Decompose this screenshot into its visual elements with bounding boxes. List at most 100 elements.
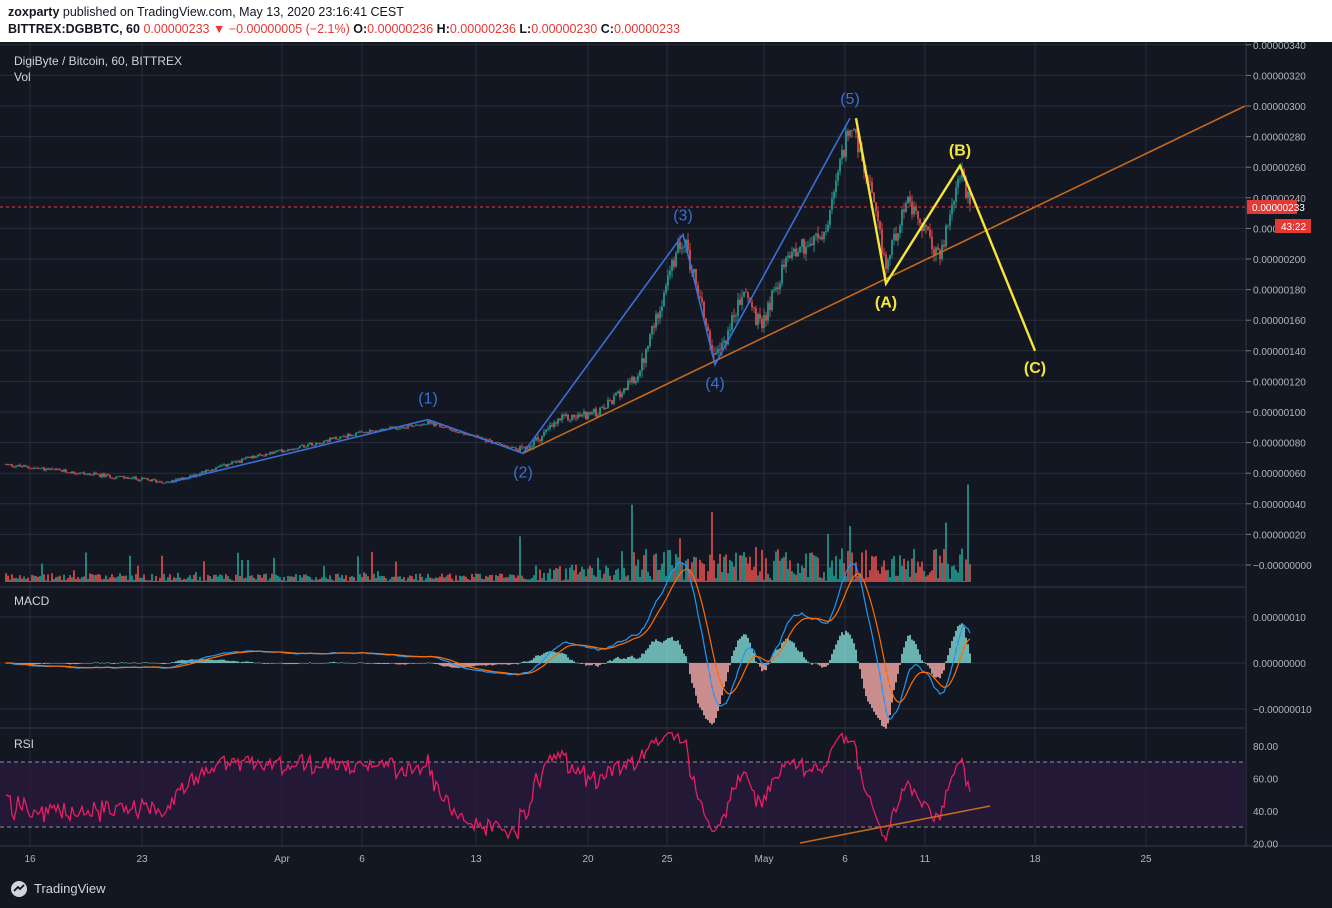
volume-bar bbox=[805, 553, 807, 582]
price-change: −0.00000005 (−2.1%) bbox=[228, 22, 350, 36]
volume-bar bbox=[419, 573, 421, 582]
volume-bar bbox=[503, 577, 505, 582]
macd-histogram-bar bbox=[313, 663, 315, 664]
volume-bar bbox=[341, 574, 343, 582]
candle-body bbox=[549, 425, 551, 429]
volume-bar bbox=[747, 563, 749, 582]
volume-bar bbox=[579, 571, 581, 582]
candle-body bbox=[267, 454, 269, 455]
candle-body bbox=[761, 318, 763, 329]
macd-histogram-bar bbox=[521, 662, 523, 663]
volume-bar bbox=[711, 512, 713, 582]
macd-histogram-bar bbox=[863, 663, 865, 689]
candle-body bbox=[591, 412, 593, 415]
volume-bar bbox=[69, 575, 71, 582]
macd-histogram-bar bbox=[743, 634, 745, 663]
volume-bar bbox=[541, 578, 543, 582]
volume-bar bbox=[461, 576, 463, 582]
volume-bar bbox=[815, 556, 817, 582]
volume-bar bbox=[87, 578, 89, 582]
macd-histogram-bar bbox=[229, 661, 231, 663]
macd-histogram-bar bbox=[163, 663, 165, 664]
candle-body bbox=[915, 206, 917, 212]
candle-body bbox=[679, 241, 681, 249]
wave-label: (1) bbox=[418, 391, 438, 408]
footer-brand[interactable]: TradingView bbox=[34, 881, 106, 896]
candle-body bbox=[161, 482, 163, 484]
macd-histogram-bar bbox=[477, 663, 479, 666]
volume-bar bbox=[355, 580, 357, 582]
macd-histogram-bar bbox=[465, 663, 467, 668]
macd-histogram-bar bbox=[353, 663, 355, 664]
candle-body bbox=[219, 465, 221, 468]
price-tick-label: 0.00000180 bbox=[1253, 286, 1306, 297]
macd-histogram-bar bbox=[585, 663, 587, 666]
candle-body bbox=[51, 468, 53, 470]
candle-body bbox=[799, 246, 801, 253]
macd-histogram-bar bbox=[929, 663, 931, 669]
macd-histogram-bar bbox=[139, 663, 141, 664]
wave-label: (4) bbox=[705, 376, 725, 393]
volume-bar bbox=[213, 574, 215, 582]
candle-body bbox=[99, 474, 101, 478]
candle-body bbox=[373, 430, 375, 432]
macd-histogram-bar bbox=[959, 624, 961, 663]
rsi-trendline[interactable] bbox=[799, 805, 991, 844]
macd-histogram-bar bbox=[849, 634, 851, 663]
candle-body bbox=[555, 422, 557, 424]
volume-bar bbox=[921, 561, 923, 582]
volume-bar bbox=[753, 566, 755, 582]
volume-bar bbox=[345, 575, 347, 582]
tradingview-logo-icon[interactable] bbox=[8, 880, 30, 898]
candle-body bbox=[707, 326, 709, 331]
volume-bar bbox=[589, 565, 591, 582]
candle-body bbox=[639, 370, 641, 377]
volume-bar bbox=[653, 554, 655, 582]
macd-histogram-bar bbox=[647, 648, 649, 663]
candle-body bbox=[119, 476, 121, 478]
macd-histogram-bar bbox=[315, 663, 317, 664]
volume-bar bbox=[329, 575, 331, 582]
volume-bar bbox=[415, 573, 417, 582]
macd-histogram-bar bbox=[909, 635, 911, 663]
macd-histogram-bar bbox=[801, 651, 803, 663]
candle-body bbox=[659, 310, 661, 319]
time-tick-label: 6 bbox=[842, 854, 848, 865]
volume-bar bbox=[735, 552, 737, 582]
volume-bar bbox=[71, 577, 73, 582]
price-axis[interactable]: 0.00000340 0.00000320 0.00000300 0.00000280… bbox=[1246, 42, 1312, 850]
macd-histogram-bar bbox=[889, 663, 891, 716]
volume-bar bbox=[55, 577, 57, 582]
macd-histogram-bar bbox=[933, 663, 935, 679]
candle-body bbox=[813, 235, 815, 246]
candle-body bbox=[331, 437, 333, 439]
elliott-wave-drawings[interactable]: (1) (2) (3) (4) (5) (A) (B) (C) bbox=[169, 91, 1246, 484]
volume-bar bbox=[385, 578, 387, 582]
volume-bar bbox=[81, 577, 83, 582]
chart-canvas[interactable]: 0.00000340 0.00000320 0.00000300 0.00000280… bbox=[0, 42, 1332, 870]
volume-bar bbox=[585, 576, 587, 582]
macd-histogram-bar bbox=[447, 663, 449, 667]
candle-body bbox=[907, 196, 909, 204]
volume-bar bbox=[173, 577, 175, 582]
volume-bar bbox=[969, 564, 971, 582]
volume-bar bbox=[627, 575, 629, 582]
volume-bar bbox=[817, 557, 819, 582]
publisher-name[interactable]: zoxparty bbox=[8, 5, 60, 19]
volume-bar bbox=[133, 579, 135, 582]
volume-bar bbox=[217, 576, 219, 582]
macd-histogram-bar bbox=[307, 663, 309, 664]
volume-bar bbox=[9, 579, 11, 582]
macd-histogram-bar bbox=[575, 662, 577, 664]
candle-body bbox=[587, 412, 589, 420]
macd-histogram-bar bbox=[939, 663, 941, 679]
volume-bar bbox=[289, 576, 291, 582]
candle-body bbox=[877, 210, 879, 222]
macd-histogram-bar bbox=[751, 648, 753, 663]
time-axis[interactable]: 16 23 Apr 6 13 20 25 May 6 11 18 25 bbox=[24, 854, 1152, 865]
macd-histogram-bar bbox=[723, 663, 725, 688]
candle-body bbox=[209, 470, 211, 472]
macd-histogram-bar bbox=[791, 641, 793, 663]
macd-histogram-bar bbox=[437, 663, 439, 665]
candle-body bbox=[905, 203, 907, 212]
